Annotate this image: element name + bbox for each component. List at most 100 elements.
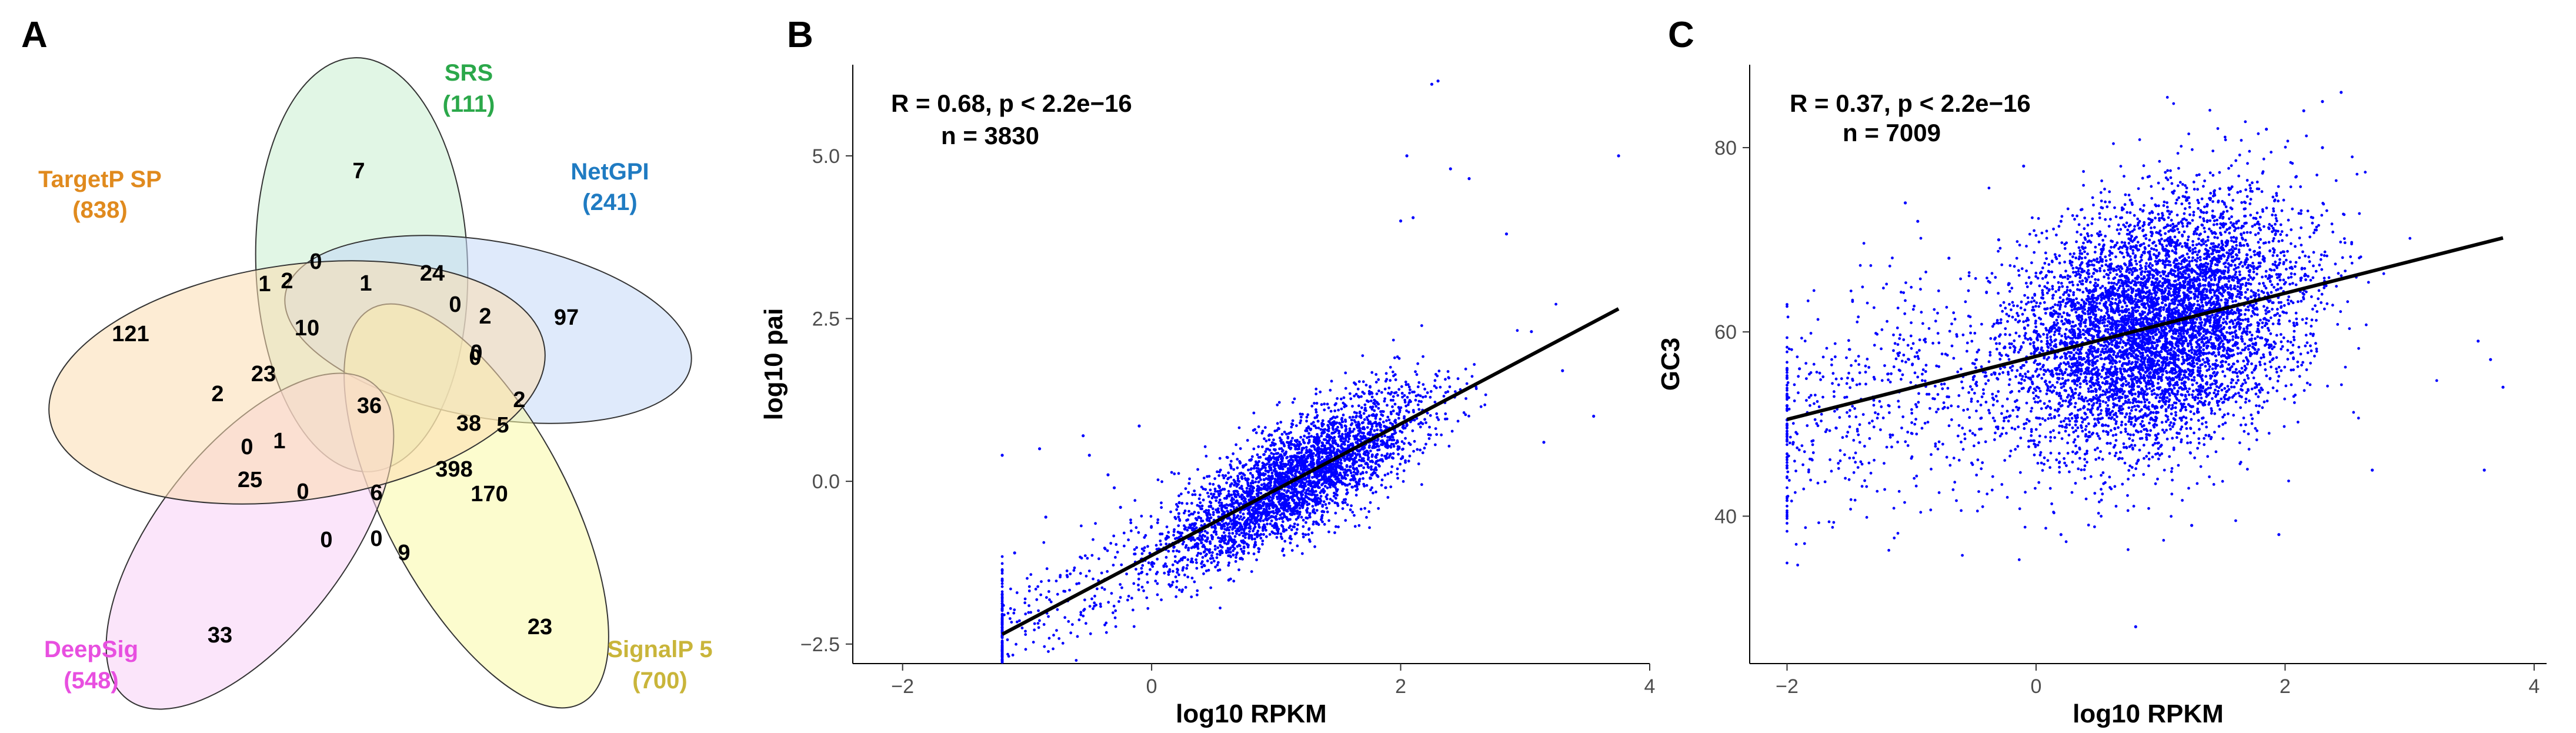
data-point bbox=[1447, 376, 1450, 379]
set-count-srs: (111) bbox=[443, 91, 495, 117]
data-point bbox=[1314, 499, 1318, 502]
data-point bbox=[1316, 452, 1319, 455]
data-point bbox=[1379, 423, 1383, 427]
venn-region-count: 121 bbox=[112, 322, 149, 346]
data-point bbox=[1210, 554, 1213, 557]
data-point bbox=[1219, 545, 1223, 548]
data-point bbox=[1195, 561, 1198, 564]
data-point bbox=[1838, 459, 1842, 462]
data-point bbox=[1328, 477, 1332, 481]
data-point bbox=[1254, 460, 1257, 464]
data-point bbox=[1250, 497, 1254, 500]
data-point bbox=[1245, 487, 1249, 490]
data-point bbox=[2074, 429, 2078, 432]
data-point bbox=[1141, 564, 1144, 567]
venn-region-count: 170 bbox=[471, 482, 508, 507]
data-point bbox=[2224, 205, 2228, 208]
data-point bbox=[1376, 439, 1379, 442]
data-point bbox=[1342, 471, 1346, 474]
data-point bbox=[1195, 526, 1198, 529]
data-point bbox=[1852, 457, 1856, 459]
data-point bbox=[2168, 455, 2171, 458]
data-point bbox=[1232, 549, 1235, 552]
data-point bbox=[1840, 377, 1843, 381]
data-point bbox=[1367, 400, 1370, 403]
data-point bbox=[2034, 325, 2038, 328]
data-point bbox=[1389, 445, 1392, 448]
data-point bbox=[1357, 458, 1361, 462]
venn-region-count: 1 bbox=[359, 271, 372, 296]
data-point bbox=[1260, 431, 1264, 435]
data-point bbox=[1310, 457, 1313, 460]
data-point bbox=[1142, 589, 1145, 592]
data-point bbox=[1194, 558, 1198, 561]
data-point bbox=[1339, 465, 1343, 468]
data-point bbox=[1813, 402, 1816, 405]
data-point bbox=[1331, 483, 1334, 487]
data-point bbox=[1397, 388, 1401, 391]
data-point bbox=[1279, 421, 1283, 424]
data-point bbox=[1276, 458, 1280, 461]
data-point bbox=[1280, 447, 1283, 450]
data-point bbox=[1235, 523, 1238, 526]
data-point bbox=[1235, 482, 1238, 485]
data-point bbox=[2228, 231, 2231, 235]
data-point bbox=[1320, 403, 1323, 407]
data-point bbox=[1214, 499, 1218, 502]
data-point bbox=[1324, 495, 1328, 498]
data-point bbox=[1130, 529, 1133, 532]
data-point bbox=[1325, 497, 1329, 501]
data-point bbox=[1238, 487, 1242, 489]
data-point bbox=[1305, 449, 1309, 452]
data-point bbox=[1389, 379, 1392, 382]
data-point bbox=[1230, 459, 1233, 463]
data-point bbox=[1183, 509, 1187, 512]
data-point bbox=[1320, 434, 1323, 438]
data-point bbox=[1234, 529, 1238, 533]
data-point bbox=[1232, 468, 1236, 471]
data-point bbox=[1122, 531, 1126, 535]
data-point bbox=[1379, 410, 1382, 414]
data-point bbox=[1227, 477, 1230, 480]
data-point bbox=[1154, 544, 1158, 547]
venn-region-count: 25 bbox=[238, 468, 262, 492]
data-point bbox=[1848, 457, 1851, 459]
data-point bbox=[1362, 466, 1366, 469]
data-point bbox=[1324, 438, 1327, 441]
data-point bbox=[1042, 541, 1046, 544]
data-point bbox=[1464, 397, 1468, 400]
data-point bbox=[1276, 403, 1279, 407]
data-point bbox=[1209, 557, 1212, 560]
venn-region-count: 0 bbox=[370, 527, 382, 551]
x-axis-title-gc3: log10 RPKM bbox=[2073, 699, 2224, 728]
data-point bbox=[1304, 491, 1307, 495]
data-point bbox=[2040, 377, 2044, 380]
data-point bbox=[1389, 485, 1393, 488]
data-point bbox=[1331, 499, 1334, 502]
data-point bbox=[2074, 402, 2077, 405]
data-point bbox=[2179, 409, 2183, 412]
data-point bbox=[1226, 509, 1229, 513]
data-point bbox=[2120, 421, 2124, 424]
data-point bbox=[1337, 408, 1340, 412]
data-point bbox=[1274, 463, 1277, 467]
data-point bbox=[1279, 514, 1282, 517]
data-point bbox=[1254, 431, 1258, 435]
data-point bbox=[2133, 214, 2136, 217]
data-point bbox=[1334, 511, 1337, 515]
data-point bbox=[2046, 291, 2049, 295]
data-point bbox=[1383, 387, 1387, 391]
data-point bbox=[1369, 501, 1372, 504]
data-point bbox=[1303, 477, 1306, 481]
data-point bbox=[1069, 631, 1073, 635]
data-point bbox=[1264, 484, 1267, 487]
data-point bbox=[1000, 636, 1004, 639]
data-point bbox=[1334, 486, 1337, 489]
data-point bbox=[1984, 371, 1987, 374]
data-point bbox=[1206, 559, 1209, 562]
data-point bbox=[1328, 468, 1332, 471]
data-point bbox=[1396, 394, 1400, 397]
data-point bbox=[1377, 402, 1380, 406]
data-point bbox=[1266, 447, 1270, 451]
data-point bbox=[1369, 385, 1372, 389]
